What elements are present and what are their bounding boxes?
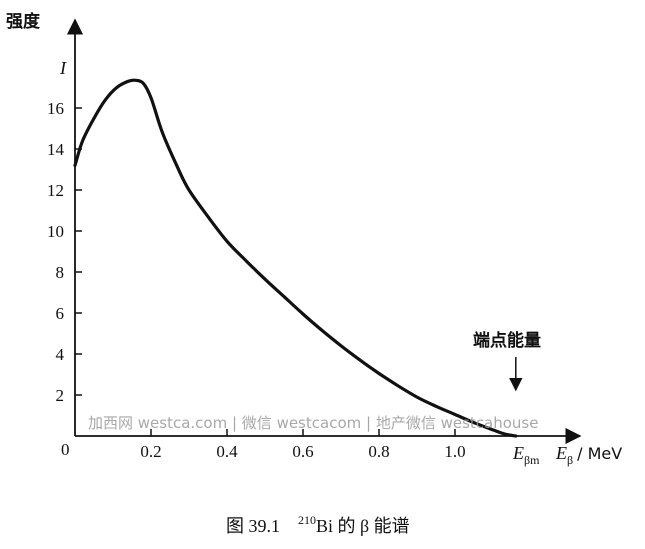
series-line <box>73 78 518 438</box>
y-tick-label: 14 <box>47 140 65 159</box>
x-tick-label: 1.0 <box>444 442 465 461</box>
y-tick-label: 2 <box>56 386 65 405</box>
x-tick-label: 0.2 <box>140 442 161 461</box>
watermark: 加西网 westca.com | 微信 westcacom | 地产微信 wes… <box>88 414 538 432</box>
x-tick-label: 0.8 <box>368 442 389 461</box>
y-tick-label: 6 <box>56 304 65 323</box>
y-tick-label: 8 <box>56 263 65 282</box>
x-tick-label: 0.6 <box>292 442 313 461</box>
x-tick-label: 0.4 <box>216 442 238 461</box>
x-axis-label: Eβ / MeV <box>555 443 622 467</box>
origin-label: 0 <box>61 440 70 459</box>
y-tick-label: 12 <box>47 181 64 200</box>
y-tick-label: 4 <box>56 345 65 364</box>
y-axis-label: 强度 <box>6 11 41 32</box>
x-ticks: 0.2 0.4 0.6 0.8 1.0 <box>140 429 466 461</box>
figure-caption: 图 39.1 210Bi 的 β 能谱 <box>226 513 410 536</box>
y-tick-label: 10 <box>47 222 64 241</box>
endpoint-annotation: 端点能量 <box>473 330 541 351</box>
endpoint-tick-label: Eβm <box>512 443 540 467</box>
y-axis-top-label: I <box>59 58 67 78</box>
y-tick-label: 16 <box>47 99 64 118</box>
y-ticks: 2 4 6 8 10 12 14 16 <box>47 99 82 405</box>
